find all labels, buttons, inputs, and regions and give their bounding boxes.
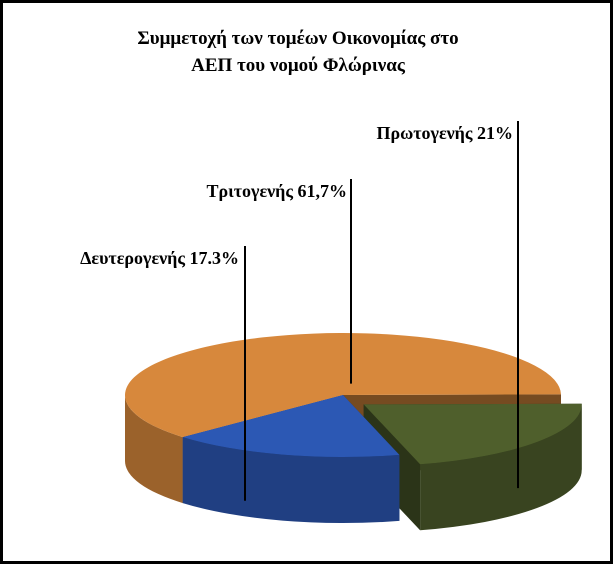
slice-label: Τριτογενής 61,7%	[207, 181, 347, 201]
value-label: 61,7%	[298, 181, 348, 201]
value-label: 17.3%	[190, 248, 240, 268]
value-label: 21%	[477, 123, 513, 143]
chart-title: Συμμετοχή των τομέων Οικονομίας στο ΑΕΠ …	[137, 28, 459, 76]
category-label: Πρωτογενής	[376, 123, 472, 143]
chart: Πρωτογενής 21% Τριτογενής 61,7% Δευτερογεν…	[80, 121, 582, 531]
category-label: Δευτερογενής	[80, 248, 185, 268]
category-label: Τριτογενής	[207, 181, 294, 201]
slice-top	[182, 395, 400, 458]
slice-top	[363, 403, 582, 465]
slice-wall	[420, 404, 582, 531]
slice-wall	[182, 437, 400, 524]
tops	[125, 333, 582, 465]
slice-label: Πρωτογενής 21%	[376, 123, 513, 143]
slice-top	[125, 333, 562, 438]
slice-label: Δευτερογενής 17.3%	[80, 248, 239, 268]
slice-wall	[124, 395, 183, 504]
